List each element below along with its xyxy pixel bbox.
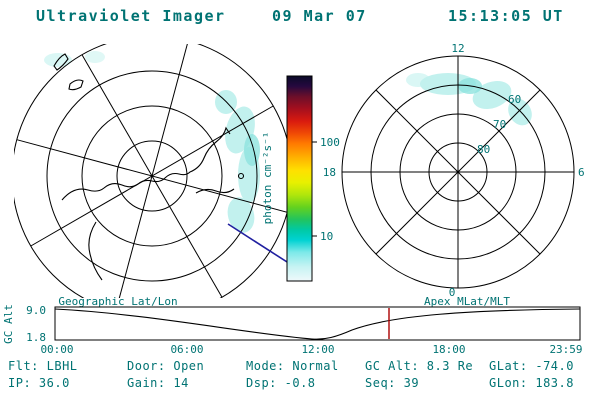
mlt-12-label: 12 bbox=[451, 42, 464, 55]
time-tick-0600: 06:00 bbox=[170, 343, 203, 356]
status-row-2: IP: 36.0 Gain: 14 Dsp: -0.8 Seq: 39 GLon… bbox=[0, 376, 600, 391]
terminator-line bbox=[227, 223, 287, 263]
gc-alt-strip: GC Alt 9.0 1.8 00:00 06:00 12:00 18:00 2… bbox=[2, 304, 583, 356]
colorbar-gradient bbox=[286, 75, 313, 282]
status-gc-alt: GC Alt: 8.3 Re bbox=[365, 359, 474, 373]
gc-alt-ylabel: GC Alt bbox=[2, 304, 15, 344]
app-title: Ultraviolet Imager bbox=[36, 7, 226, 25]
right-panel-label: Apex MLat/MLT bbox=[424, 295, 510, 308]
title-bar: Ultraviolet Imager 09 Mar 07 15:13:05 UT bbox=[0, 7, 600, 29]
header-time: 15:13:05 UT bbox=[448, 7, 564, 25]
status-flt: Flt: LBHL bbox=[8, 359, 78, 373]
mlt-0-label: 0 bbox=[449, 286, 456, 299]
colorbar: 100 10 photon cm⁻²s⁻¹ bbox=[261, 75, 340, 282]
status-glon: GLon: 183.8 bbox=[489, 376, 574, 390]
geographic-polar-plot bbox=[14, 44, 287, 298]
latitude-rings-left bbox=[14, 44, 287, 298]
status-door: Door: Open bbox=[127, 359, 205, 373]
time-tick-2359: 23:59 bbox=[549, 343, 582, 356]
status-gain: Gain: 14 bbox=[127, 376, 189, 390]
aurora-emission-left bbox=[44, 51, 260, 233]
mlt-spokes bbox=[342, 56, 574, 288]
colorbar-tick-10: 10 bbox=[320, 230, 333, 243]
status-glat: GLat: -74.0 bbox=[489, 359, 574, 373]
mlat-70-label: 70 bbox=[493, 118, 506, 131]
coastlines bbox=[53, 53, 245, 281]
status-mode: Mode: Normal bbox=[246, 359, 339, 373]
meridian-lines-left bbox=[16, 44, 287, 298]
left-panel-label: Geographic Lat/Lon bbox=[58, 295, 177, 308]
mlt-18-label: 18 bbox=[323, 166, 336, 179]
mlt-6-label: 6 bbox=[578, 166, 585, 179]
status-ip: IP: 36.0 bbox=[8, 376, 70, 390]
apex-polar-plot: 12 18 6 0 60 70 80 bbox=[323, 42, 585, 299]
colorbar-units-label: photon cm⁻²s⁻¹ bbox=[261, 132, 274, 225]
time-tick-1200: 12:00 bbox=[301, 343, 334, 356]
time-tick-1800: 18:00 bbox=[432, 343, 465, 356]
colorbar-tick-100: 100 bbox=[320, 136, 340, 149]
gc-alt-frame bbox=[54, 306, 581, 341]
gc-alt-curve bbox=[54, 308, 581, 340]
time-tick-0000: 00:00 bbox=[40, 343, 73, 356]
gc-alt-ymin: 1.8 bbox=[26, 331, 46, 344]
header-date: 09 Mar 07 bbox=[272, 7, 367, 25]
gc-alt-ymax: 9.0 bbox=[26, 304, 46, 317]
mlat-60-label: 60 bbox=[508, 93, 521, 106]
mlat-80-label: 80 bbox=[477, 143, 490, 156]
status-row-1: Flt: LBHL Door: Open Mode: Normal GC Alt… bbox=[0, 359, 600, 374]
status-seq: Seq: 39 bbox=[365, 376, 420, 390]
status-dsp: Dsp: -0.8 bbox=[246, 376, 316, 390]
